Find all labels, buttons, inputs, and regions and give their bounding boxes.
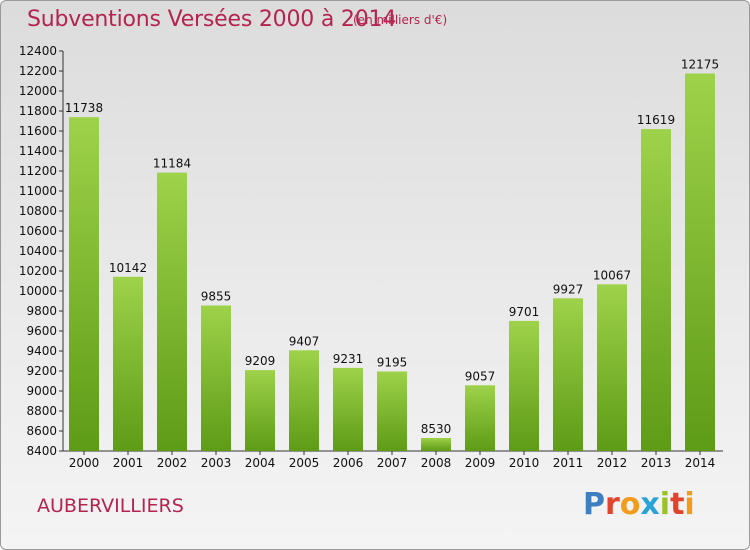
y-tick-label: 8800 [26, 404, 57, 418]
city-name: AUBERVILLIERS [37, 495, 184, 517]
x-tick-label: 2007 [377, 456, 408, 470]
y-tick-label: 11600 [19, 124, 57, 138]
data-label: 11619 [637, 113, 675, 127]
y-tick-label: 12200 [19, 64, 57, 78]
bar-2004 [245, 370, 275, 451]
logo-letter: i [659, 487, 671, 522]
y-tick-label: 12400 [19, 44, 57, 58]
bar-2002 [157, 172, 187, 451]
bar-2007 [377, 371, 407, 451]
bar-2011 [553, 298, 583, 451]
x-tick-label: 2010 [509, 456, 540, 470]
bar-2008 [421, 438, 451, 451]
proxiti-logo[interactable]: Proxiti [583, 487, 695, 522]
y-tick-label: 8400 [26, 444, 57, 458]
data-label: 11738 [65, 101, 103, 115]
x-tick-label: 2012 [597, 456, 628, 470]
y-tick-label: 11800 [19, 104, 57, 118]
bar-2001 [113, 276, 143, 451]
data-label: 9195 [377, 356, 408, 370]
x-tick-label: 2006 [333, 456, 364, 470]
bar-2000 [69, 117, 99, 451]
logo-letter: P [583, 487, 605, 522]
logo-letter: t [670, 487, 685, 522]
bar-2012 [597, 284, 627, 451]
bar-2010 [509, 320, 539, 451]
logo-letter: o [619, 487, 641, 522]
chart-subtitle: (en milliers d'€) [353, 13, 448, 27]
data-label: 9855 [201, 290, 232, 304]
data-label: 8530 [421, 422, 452, 436]
y-tick-label: 11400 [19, 144, 57, 158]
axes: 8400 8600 8800 9000 9200 9400 9600 9800 10000 102… [19, 44, 723, 470]
data-labels: 11738 10142 11184 9855 9209 9407 9231 9195 8530 9… [65, 58, 719, 437]
data-label: 9407 [289, 334, 320, 348]
bar-2003 [201, 305, 231, 451]
data-label: 10142 [109, 261, 147, 275]
bar-2009 [465, 385, 495, 451]
y-tick-label: 9600 [26, 324, 57, 338]
x-tick-label: 2008 [421, 456, 452, 470]
logo-letter: x [640, 487, 660, 522]
y-tick-label: 11200 [19, 164, 57, 178]
y-tick-label: 9200 [26, 364, 57, 378]
x-tick-label: 2013 [641, 456, 672, 470]
data-label: 11184 [153, 157, 191, 171]
bar-2013 [641, 129, 671, 451]
data-label: 9927 [553, 282, 584, 296]
y-tick-label: 11000 [19, 184, 57, 198]
data-label: 9057 [465, 369, 496, 383]
x-tick-label: 2011 [553, 456, 584, 470]
bars [69, 73, 715, 451]
y-tick-label: 9000 [26, 384, 57, 398]
x-tick-label: 2004 [245, 456, 276, 470]
data-label: 9701 [509, 305, 540, 319]
logo-letter: i [684, 487, 695, 522]
data-label: 9209 [245, 354, 276, 368]
data-label: 10067 [593, 268, 631, 282]
logo-letter: r [605, 487, 620, 522]
y-tick-label: 12000 [19, 84, 57, 98]
y-tick-label: 10400 [19, 244, 57, 258]
x-tick-label: 2001 [113, 456, 144, 470]
x-tick-label: 2003 [201, 456, 232, 470]
y-tick-label: 10800 [19, 204, 57, 218]
bar-2006 [333, 367, 363, 451]
x-tick-label: 2014 [685, 456, 716, 470]
data-label: 12175 [681, 58, 719, 72]
y-tick-label: 10200 [19, 264, 57, 278]
bar-2014 [685, 73, 715, 451]
data-label: 9231 [333, 352, 364, 366]
y-tick-label: 8600 [26, 424, 57, 438]
x-tick-label: 2005 [289, 456, 320, 470]
bar-2005 [289, 350, 319, 451]
chart-title: Subventions Versées 2000 à 2014 [27, 7, 397, 32]
y-tick-label: 10600 [19, 224, 57, 238]
y-tick-label: 9800 [26, 304, 57, 318]
y-tick-label: 10000 [19, 284, 57, 298]
x-tick-label: 2000 [69, 456, 100, 470]
x-tick-label: 2009 [465, 456, 496, 470]
y-tick-label: 9400 [26, 344, 57, 358]
x-tick-label: 2002 [157, 456, 188, 470]
